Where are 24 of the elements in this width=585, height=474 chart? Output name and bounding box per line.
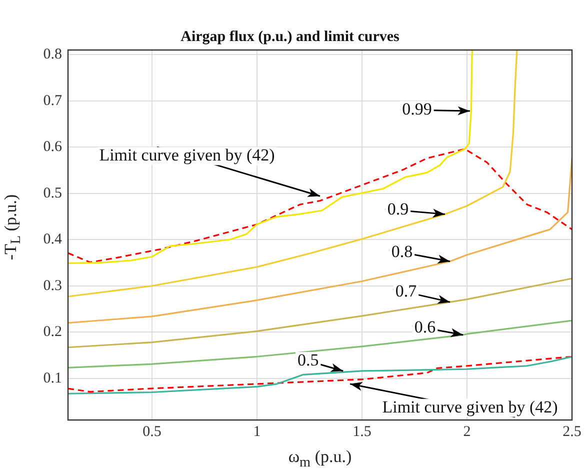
x-tick-label: 0.5	[142, 424, 162, 440]
x-tick-label: 1	[253, 424, 261, 440]
x-axis-title: ω$_{m}$ (p.u.)	[287, 447, 353, 472]
x-tick-label: 2.5	[562, 424, 582, 440]
annotation: 0.99	[402, 100, 432, 119]
chart-title: Airgap flux (p.u.) and limit curves	[180, 28, 400, 45]
annotation: 0.7	[395, 282, 418, 301]
y-tick-label: 0.3	[43, 278, 62, 294]
y-tick-label: 0.1	[43, 370, 62, 386]
x-tick-label: 1.5	[352, 424, 372, 440]
y-tick-label: 0.5	[43, 185, 62, 202]
annotation: Limit curve given by (42)	[382, 397, 558, 416]
y-tick-label: 0.8	[43, 46, 62, 63]
x-tick-label: 2	[463, 424, 471, 440]
annotation: 0.6	[414, 317, 436, 336]
line-series	[68, 148, 572, 264]
y-tick-label: 0.2	[43, 324, 62, 340]
annotation: Limit curve given by (42)	[99, 146, 275, 165]
y-tick-label: 0.4	[43, 232, 62, 248]
annotation: 0.8	[391, 242, 413, 261]
annotation: 0.9	[387, 200, 409, 219]
y-tick-label: 0.7	[43, 92, 62, 109]
annotation: 0.5	[297, 350, 319, 370]
y-tick-label: 0.6	[43, 139, 62, 156]
